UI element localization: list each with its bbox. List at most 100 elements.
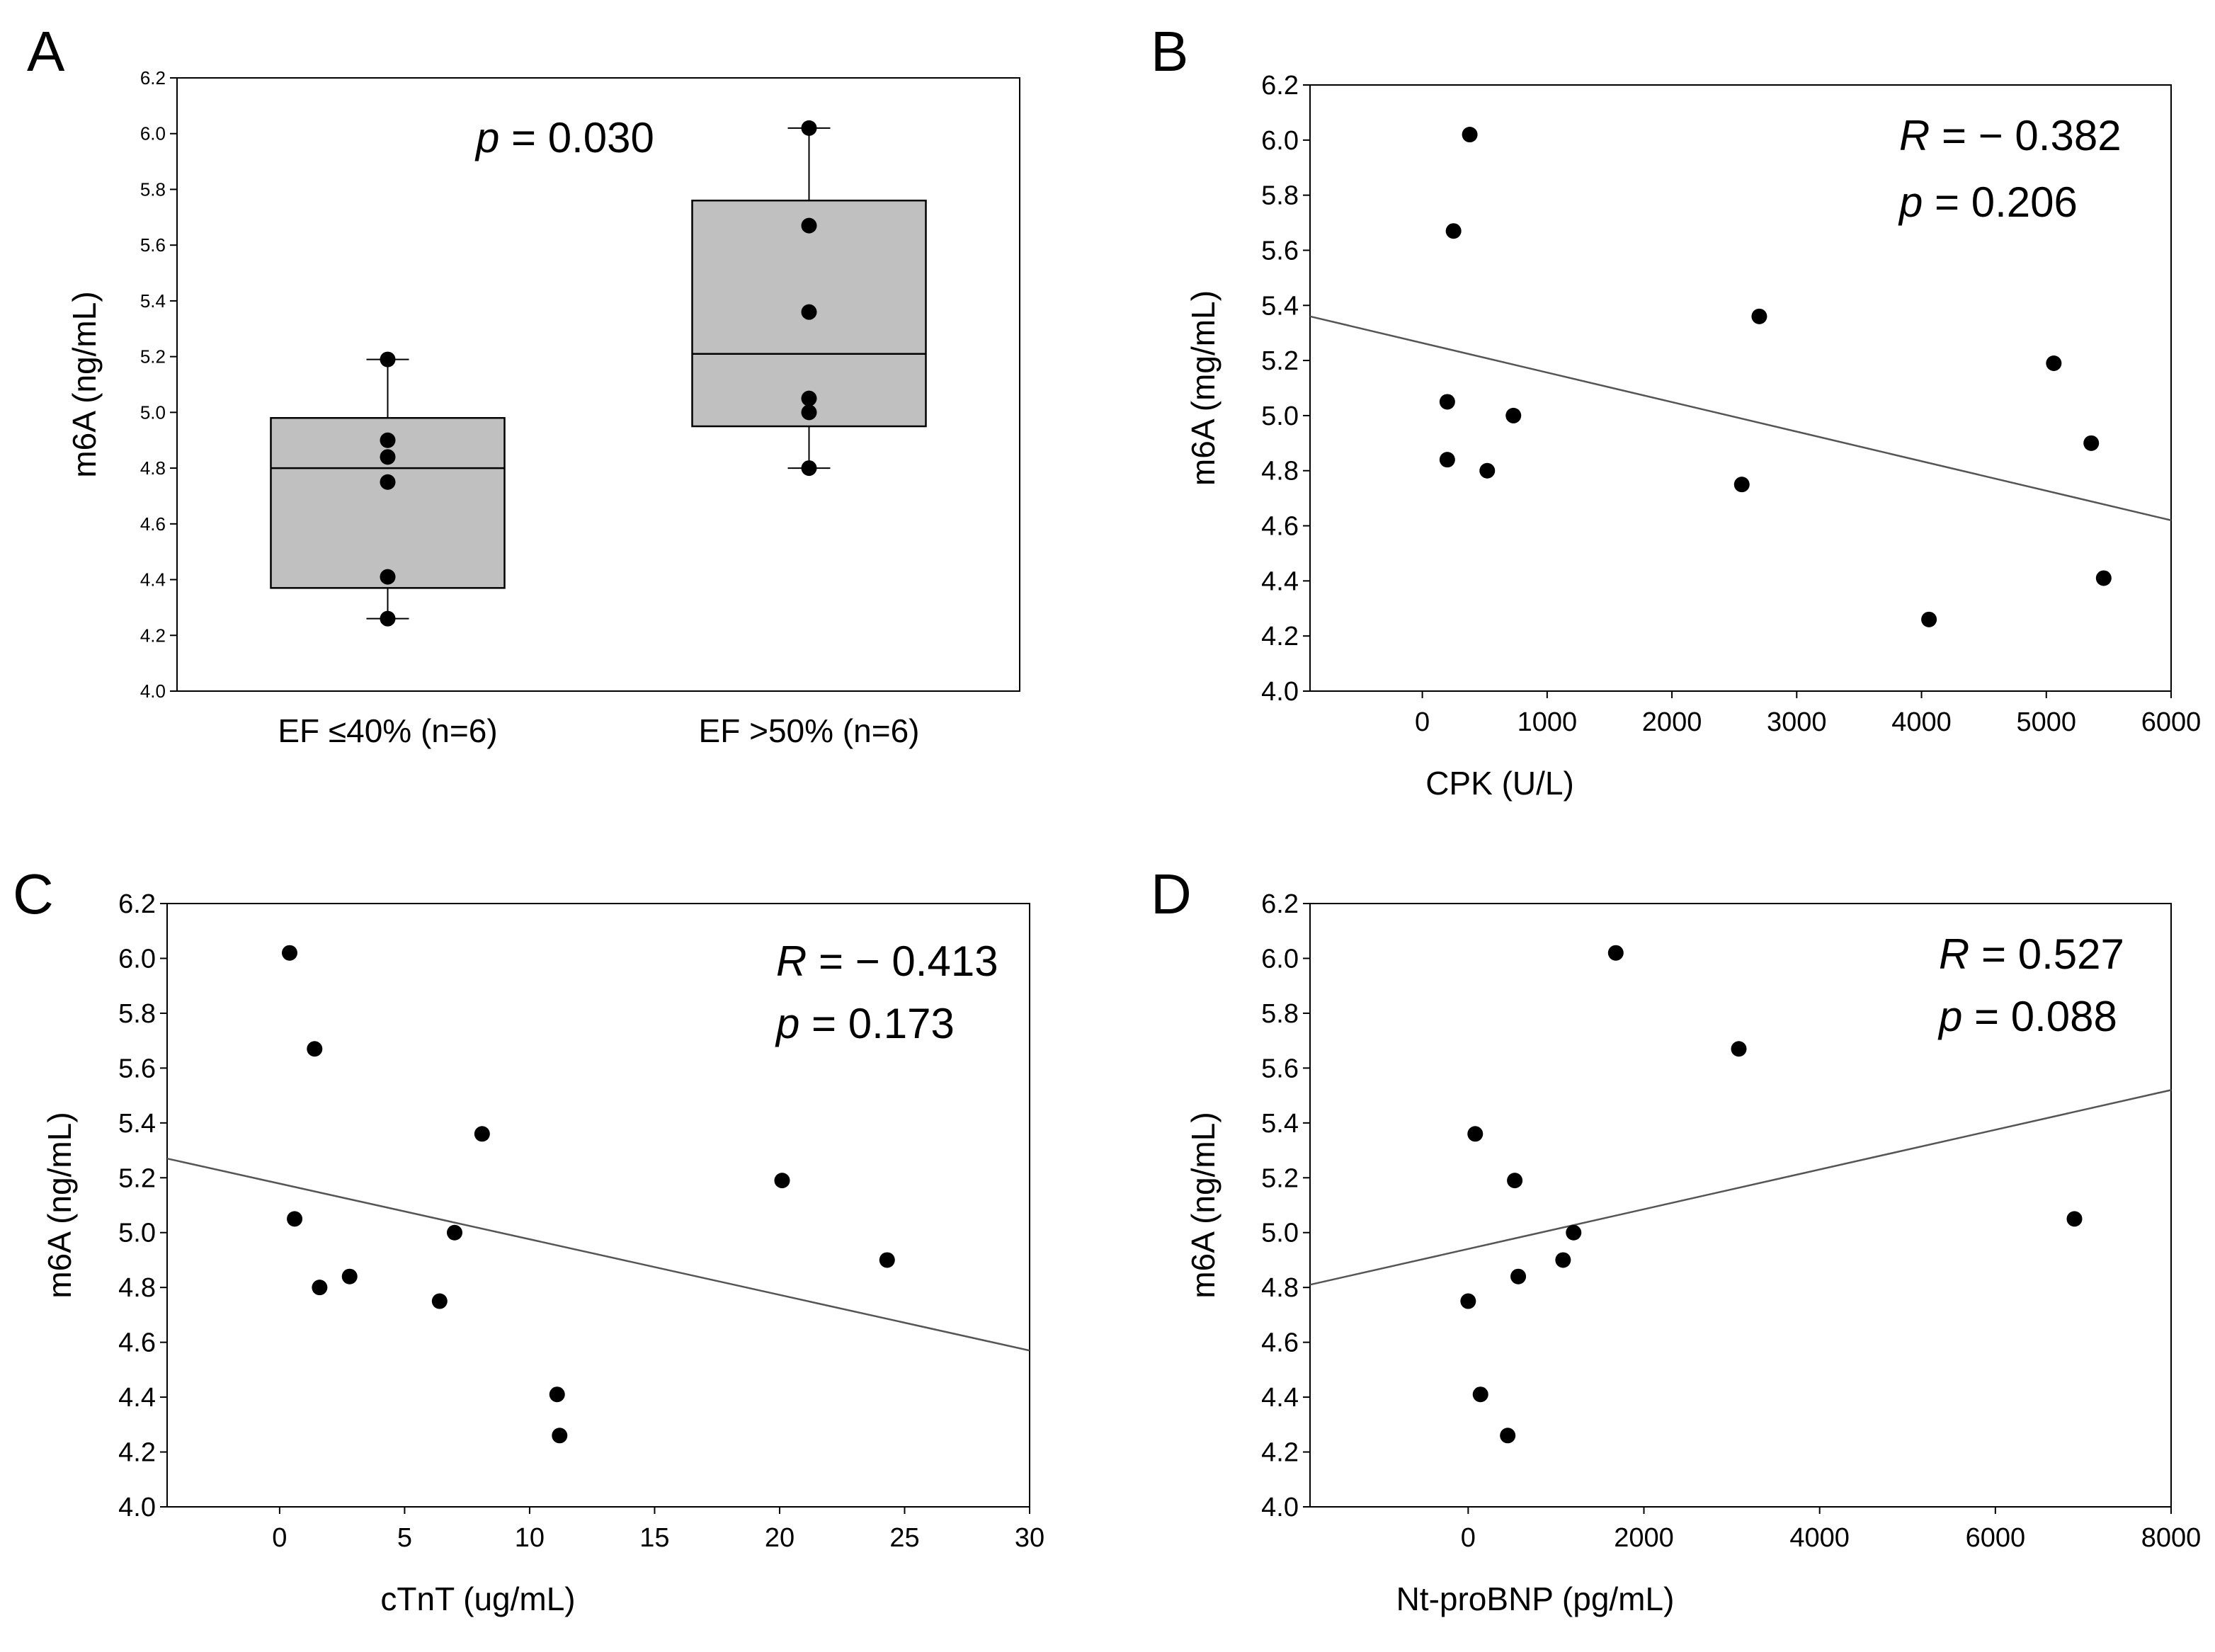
y-tick-label: 5.8: [1261, 181, 1299, 211]
y-tick-label: 4.2: [118, 1438, 156, 1468]
y-tick-label: 5.0: [1261, 1219, 1299, 1248]
y-tick-label: 6.2: [1261, 71, 1299, 101]
data-point: [1500, 1428, 1516, 1444]
y-tick-label: 5.4: [1261, 291, 1299, 321]
y-tick-label: 6.0: [140, 123, 166, 144]
y-tick-label: 4.8: [1261, 457, 1299, 486]
y-tick-label: 5.0: [1261, 401, 1299, 431]
x-tick-label: 15: [639, 1523, 669, 1553]
y-tick-label: 5.4: [1261, 1109, 1299, 1139]
y-tick-label: 4.8: [118, 1273, 156, 1303]
y-tick-label: 4.0: [118, 1493, 156, 1522]
trend-line: [1309, 315, 2172, 521]
data-point: [380, 449, 396, 465]
y-tick-label: 4.0: [1261, 1493, 1299, 1522]
data-point: [1733, 477, 1750, 493]
data-point: [312, 1280, 328, 1296]
data-point: [281, 945, 297, 961]
stat-r-value: = 0.527: [1969, 930, 2124, 978]
x-tick-label: 20: [765, 1523, 795, 1553]
panel-letter: D: [1151, 862, 1192, 925]
y-tick-label: 5.8: [1261, 999, 1299, 1029]
stat-p-value: = 0.088: [1962, 993, 2117, 1040]
x-tick-label: 6000: [1966, 1523, 2026, 1553]
y-tick-label: 5.8: [140, 178, 166, 200]
y-tick-label: 4.0: [1261, 677, 1299, 707]
y-tick-label: 4.4: [1261, 1383, 1299, 1413]
panel-letter: A: [27, 20, 65, 83]
data-point: [1467, 1126, 1484, 1142]
data-point: [801, 404, 817, 421]
y-tick-label: 6.2: [118, 889, 156, 919]
data-point: [879, 1252, 895, 1268]
x-tick-label: 2000: [1614, 1523, 1674, 1553]
stat-p-label: p: [474, 114, 499, 161]
data-point: [287, 1211, 303, 1227]
y-tick-label: 4.2: [140, 625, 166, 646]
y-tick-label: 6.0: [118, 944, 156, 974]
data-point: [380, 351, 396, 368]
data-point: [801, 120, 817, 136]
x-tick-label: 4000: [1891, 707, 1952, 737]
y-axis-label: m6A (ng/mL): [66, 291, 103, 477]
y-tick-label: 4.2: [1261, 622, 1299, 651]
x-tick-label: 2000: [1642, 707, 1702, 737]
stat-r: R = 0.527: [1939, 930, 2124, 978]
y-tick-label: 4.4: [1261, 566, 1299, 596]
y-tick-label: 4.2: [1261, 1438, 1299, 1468]
x-tick-label: 30: [1015, 1523, 1044, 1553]
stat-p-value: = 0.173: [799, 1000, 955, 1047]
stat-r: R = − 0.382: [1899, 112, 2122, 159]
x-tick-label: 1000: [1518, 707, 1578, 737]
y-tick-label: 6.0: [1261, 126, 1299, 156]
trend-line: [166, 1157, 1030, 1352]
stat-r-label: R: [776, 938, 807, 985]
y-tick-label: 5.2: [1261, 1163, 1299, 1193]
data-point: [552, 1428, 568, 1444]
data-point: [307, 1041, 323, 1057]
panel-a: A 4.0 4.2 4.4 4.6 4.8 5.0 5.2 5.4 5.6 5.8 6.0 6.2 m6A…: [27, 20, 1020, 749]
plot-frame: [1309, 903, 2172, 1508]
data-point: [431, 1293, 448, 1309]
data-point: [1479, 462, 1496, 479]
stat-p: p = 0.030: [474, 114, 654, 161]
x-tick-label: 3000: [1767, 707, 1827, 737]
stat-p-label: p: [1937, 993, 1962, 1040]
category-label: EF >50% (n=6): [699, 712, 920, 749]
data-point: [341, 1268, 358, 1284]
data-point: [774, 1173, 790, 1189]
data-point: [1445, 223, 1462, 239]
stat-r-value: = − 0.382: [1930, 112, 2121, 159]
y-tick-label: 5.6: [118, 1054, 156, 1083]
data-point: [1460, 1293, 1476, 1309]
data-point: [1439, 452, 1455, 468]
y-tick-label: 4.8: [140, 457, 166, 479]
trend-line: [1309, 1089, 2172, 1286]
x-tick-label: 8000: [2141, 1523, 2202, 1553]
panel-c: C 4.0 4.2 4.4 4.6 4.8 5.0 5.2 5.4 5.6 5.8 6.0 6.2 m6A…: [13, 862, 1044, 1617]
stat-p: p = 0.206: [1898, 178, 2078, 226]
stat-r-value: = − 0.413: [807, 938, 998, 985]
category-label: EF ≤40% (n=6): [278, 712, 497, 749]
y-tick-label: 4.4: [140, 569, 166, 591]
y-tick-label: 4.6: [1261, 512, 1299, 542]
x-tick-label: 5000: [2016, 707, 2076, 737]
y-axis-label: m6A (ng/mL): [1185, 1112, 1222, 1298]
y-tick-label: 6.0: [1261, 944, 1299, 974]
y-axis-label: m6A (mg/mL): [1185, 290, 1222, 486]
plot-frame: [176, 77, 1020, 692]
stat-p: p = 0.173: [775, 1000, 955, 1047]
data-point: [1462, 127, 1478, 143]
stat-r: R = − 0.413: [776, 938, 998, 985]
data-point: [380, 474, 396, 490]
data-point: [1439, 394, 1455, 410]
y-tick-label: 4.6: [140, 513, 166, 535]
y-tick-label: 4.0: [140, 680, 166, 702]
x-axis-label: cTnT (ug/mL): [380, 1580, 575, 1617]
y-tick-label: 5.6: [140, 234, 166, 256]
x-tick-label: 6000: [2141, 707, 2202, 737]
data-point: [1472, 1386, 1488, 1403]
x-tick-label: 0: [1461, 1523, 1476, 1553]
x-tick-label: 4000: [1789, 1523, 1850, 1553]
